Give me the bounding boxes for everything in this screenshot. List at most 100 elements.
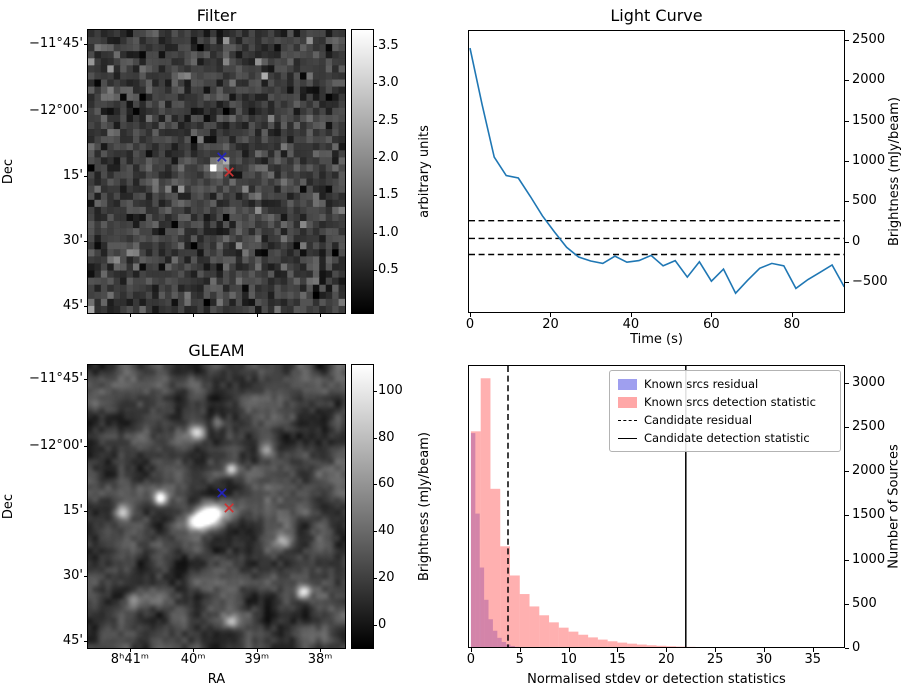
gleam-marker-layer (217, 488, 234, 513)
gleam-dec-tick-label: −11°45' (28, 370, 83, 386)
histogram-x-tick-label: 15 (609, 652, 626, 667)
histogram-y-tick-label: 2500 (852, 418, 886, 434)
histogram-legend: Known srcs residual Known srcs detection… (609, 370, 841, 452)
lightcurve-y-tick-label: 0 (852, 233, 861, 249)
lightcurve-y-tick-label: 1500 (852, 112, 886, 128)
gleam-dec-tick-label: 45' (62, 632, 83, 648)
legend-item-known-detection: Known srcs detection statistic (618, 395, 832, 409)
filter-title: Filter (196, 6, 237, 25)
tick-mark (845, 427, 849, 428)
tick-mark (84, 641, 88, 642)
tick-mark (373, 625, 377, 626)
blue-cross-marker (217, 152, 227, 162)
tick-mark (845, 161, 849, 162)
legend-swatch-candidate-detection (618, 437, 637, 439)
tick-mark (373, 195, 377, 196)
gleam-colorbar (351, 364, 374, 649)
lightcurve-plot (468, 30, 845, 313)
lightcurve-y-tick-label: 1000 (852, 153, 886, 169)
histogram-svg (468, 365, 845, 648)
gleam-title: GLEAM (188, 341, 245, 360)
histogram-x-tick-label: 25 (706, 652, 724, 667)
tick-mark (320, 648, 321, 652)
legend-swatch-known-residual (618, 378, 637, 390)
filter-dec-tick-label: 15' (62, 168, 83, 184)
lightcurve-y-tick-label: 500 (852, 193, 877, 209)
filter-colorbar-tick-label: 0.5 (378, 262, 399, 278)
legend-label-candidate-detection: Candidate detection statistic (644, 431, 810, 445)
red-cross-marker (224, 167, 234, 177)
lightcurve-y-tick-label: 2500 (852, 32, 886, 48)
tick-mark (813, 648, 814, 652)
gleam-ra-tick-label: 38ᵐ (307, 652, 333, 667)
tick-mark (373, 158, 377, 159)
gleam-dec-tick-label: 15' (62, 503, 83, 519)
gleam-dec-axis-label: Dec (0, 365, 18, 648)
lightcurve-x-tick-label: 60 (703, 317, 720, 332)
tick-mark (845, 515, 849, 516)
filter-dec-axis-label: Dec (0, 30, 18, 313)
histogram-x-tick-label: 30 (755, 652, 773, 667)
filter-colorbar-tick-label: 2.5 (378, 112, 399, 128)
filter-marker-layer (217, 152, 234, 177)
tick-mark (792, 313, 793, 317)
lightcurve-y-axis-label: Brightness (mJy/beam) (884, 30, 904, 313)
legend-label-candidate-residual: Candidate residual (644, 413, 753, 427)
tick-mark (845, 121, 849, 122)
legend-swatch-candidate-residual (618, 419, 637, 421)
tick-mark (845, 604, 849, 605)
gleam-colorbar-tick-label: 80 (378, 429, 395, 445)
tick-mark (711, 313, 712, 317)
tick-mark (84, 379, 88, 380)
filter-colorbar-tick-label: 1.5 (378, 187, 399, 203)
tick-mark (845, 201, 849, 202)
lightcurve-x-tick-label: 40 (622, 317, 640, 332)
gleam-colorbar-label-text: Brightness (mJy/beam) (416, 432, 432, 581)
tick-mark (845, 648, 849, 649)
tick-mark (193, 648, 194, 652)
legend-item-candidate-residual: Candidate residual (618, 413, 832, 427)
lightcurve-x-tick-label: 80 (783, 317, 801, 332)
tick-mark (550, 313, 551, 317)
filter-dec-tick-label: −11°45' (28, 35, 83, 51)
filter-colorbar-tick-label: 1.0 (378, 224, 399, 240)
gleam-colorbar-tick-label: 60 (378, 476, 395, 492)
lightcurve-y-axis-label-text: Brightness (mJy/beam) (886, 97, 902, 246)
histogram-x-tick-label: 35 (804, 652, 822, 667)
filter-dec-tick-label: 30' (62, 233, 83, 249)
blue-cross-marker (217, 488, 227, 498)
lightcurve-x-tick-label: 0 (465, 317, 475, 332)
histogram-x-axis-label: Normalised stdev or detection statistics (527, 672, 786, 687)
histogram-y-tick-label: 1500 (852, 507, 886, 523)
filter-dec-tick-label: −12°00' (28, 102, 83, 118)
filter-colorbar (351, 29, 374, 314)
tick-mark (257, 648, 258, 652)
tick-mark (845, 471, 849, 472)
tick-mark (84, 111, 88, 112)
tick-mark (470, 313, 471, 317)
gleam-colorbar-tick-label: 40 (378, 523, 395, 539)
gleam-dec-axis-label-text: Dec (1, 493, 17, 520)
legend-swatch-known-detection (618, 396, 637, 408)
filter-heatmap-canvas (88, 30, 345, 313)
tick-mark (84, 306, 88, 307)
histogram-x-tick-label: 10 (560, 652, 577, 667)
gleam-heatmap-canvas (88, 365, 345, 648)
tick-mark (373, 233, 377, 234)
gleam-colorbar-label: Brightness (mJy/beam) (414, 365, 434, 648)
tick-mark (373, 270, 377, 271)
lightcurve-x-axis-label: Time (s) (630, 332, 683, 347)
filter-colorbar-label-text: arbitrary units (416, 125, 432, 218)
gleam-dec-tick-label: −12°00' (28, 437, 83, 453)
tick-mark (84, 511, 88, 512)
gleam-image-plot (87, 364, 346, 649)
lightcurve-title: Light Curve (610, 6, 703, 25)
histogram-y-tick-label: 1000 (852, 551, 886, 567)
filter-image-plot (87, 29, 346, 314)
tick-mark (373, 83, 377, 84)
tick-mark (845, 40, 849, 41)
tick-mark (845, 80, 849, 81)
legend-label-known-detection: Known srcs detection statistic (644, 395, 816, 409)
gleam-dec-tick-label: 30' (62, 568, 83, 584)
